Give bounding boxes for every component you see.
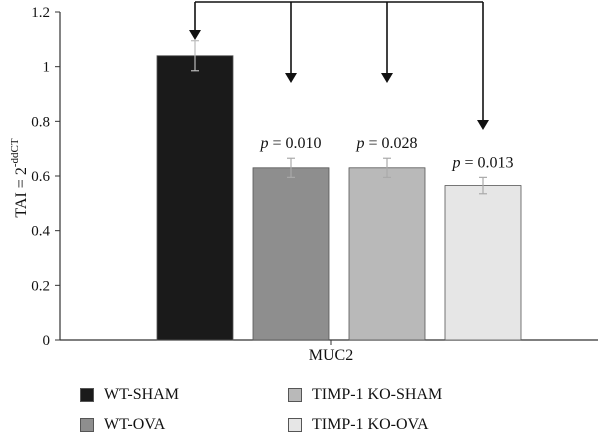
- legend-label-wt-sham: WT-SHAM: [104, 386, 179, 403]
- arrow-head: [381, 73, 393, 83]
- y-axis-label: TAI = 2-ddCT: [9, 138, 30, 217]
- legend-swatch-timp1-ko-ova: [288, 418, 302, 432]
- legend-label-timp1-ko-sham: TIMP-1 KO-SHAM: [312, 386, 443, 403]
- p-value-label: p = 0.013: [451, 154, 513, 171]
- y-tick-label: 0.6: [31, 169, 50, 185]
- legend-item-timp1-ko-sham: TIMP-1 KO-SHAM: [288, 384, 442, 406]
- axes: 0 0.2 0.4 0.6 0.8 1 1.2: [31, 5, 598, 349]
- arrow-head: [189, 30, 201, 40]
- comparison-arrows: [189, 1, 489, 130]
- bars: p = 0.010 p = 0.028 p = 0.013: [156, 40, 522, 341]
- legend-swatch-timp1-ko-sham: [288, 388, 302, 402]
- y-tick-label: 1: [43, 60, 51, 76]
- p-value-label: p = 0.010: [259, 135, 321, 152]
- arrow-head: [285, 73, 297, 83]
- y-tick-label: 1.2: [31, 5, 50, 21]
- bar-wt-ova: [252, 167, 330, 341]
- bar-timp-1-ko-ova: [444, 185, 522, 341]
- x-category-label: MUC2: [309, 347, 353, 364]
- y-tick-label: 0.4: [31, 224, 50, 240]
- p-value-label: p = 0.028: [355, 135, 417, 152]
- legend-item-timp1-ko-ova: TIMP-1 KO-OVA: [288, 414, 429, 436]
- y-tick-label: 0.8: [31, 114, 50, 130]
- legend-item-wt-sham: WT-SHAM: [80, 384, 179, 406]
- y-tick-label: 0.2: [31, 278, 50, 294]
- legend-swatch-wt-sham: [80, 388, 94, 402]
- legend-label-timp1-ko-ova: TIMP-1 KO-OVA: [312, 416, 429, 433]
- legend: WT-SHAM WT-OVA TIMP-1 KO-SHAM TIMP-1 KO-…: [80, 384, 540, 434]
- bar-timp-1-ko-sham: [348, 167, 426, 341]
- legend-label-wt-ova: WT-OVA: [104, 416, 166, 433]
- arrow-head: [477, 120, 489, 130]
- y-tick-label: 0: [43, 333, 51, 349]
- legend-swatch-wt-ova: [80, 418, 94, 432]
- legend-item-wt-ova: WT-OVA: [80, 414, 165, 436]
- bar-wt-sham: [156, 55, 234, 341]
